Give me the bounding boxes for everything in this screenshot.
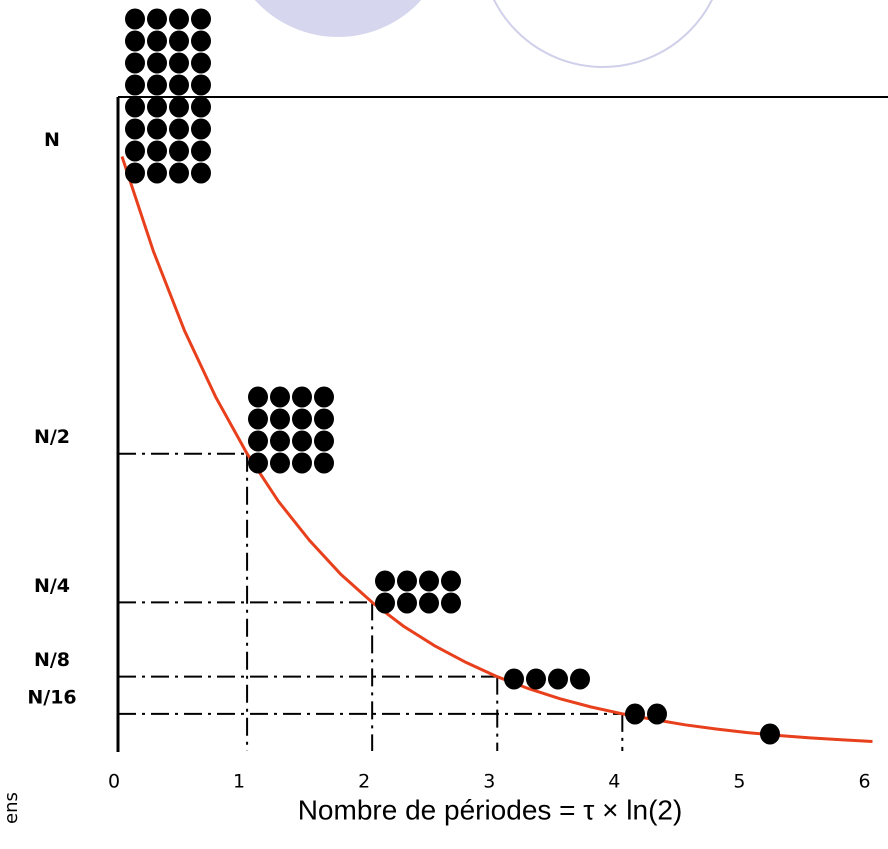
atoms-group	[247, 386, 335, 474]
side-label: ens	[1, 792, 22, 824]
atoms-group	[759, 723, 781, 745]
y-tick-label: N	[44, 129, 60, 151]
x-tick-label: 5	[733, 771, 745, 793]
x-axis-label: Nombre de périodes = τ × ln(2)	[298, 794, 683, 825]
x-tick-label: 6	[858, 771, 870, 793]
y-tick-label: N/2	[34, 426, 70, 448]
y-tick-label: N/16	[27, 686, 76, 708]
decay-curve	[122, 157, 873, 742]
y-tick-label: N/4	[34, 575, 70, 597]
chart: Nombre de périodes = τ × ln(2) ens 0 1 2 3 4…	[0, 0, 888, 849]
background-circle	[226, 0, 450, 37]
atoms-group	[624, 703, 668, 725]
x-tick-label: 4	[608, 771, 620, 793]
plot	[122, 157, 873, 742]
atoms-group	[124, 8, 212, 184]
background-circle	[481, 0, 725, 67]
atoms-group	[503, 668, 591, 690]
x-tick-label: 0	[108, 771, 120, 793]
y-tick-label: N/8	[34, 649, 70, 671]
atoms-group	[374, 570, 462, 614]
x-tick-label: 2	[358, 771, 370, 793]
x-tick-label: 1	[233, 771, 245, 793]
x-tick-label: 3	[483, 771, 495, 793]
